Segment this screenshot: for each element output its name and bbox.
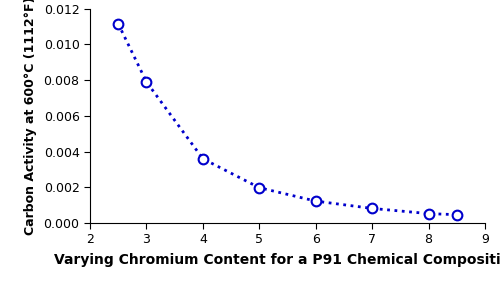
X-axis label: Varying Chromium Content for a P91 Chemical Composition: Varying Chromium Content for a P91 Chemi…: [54, 253, 500, 267]
Y-axis label: Carbon Activity at 600°C (1112°F): Carbon Activity at 600°C (1112°F): [24, 0, 36, 235]
